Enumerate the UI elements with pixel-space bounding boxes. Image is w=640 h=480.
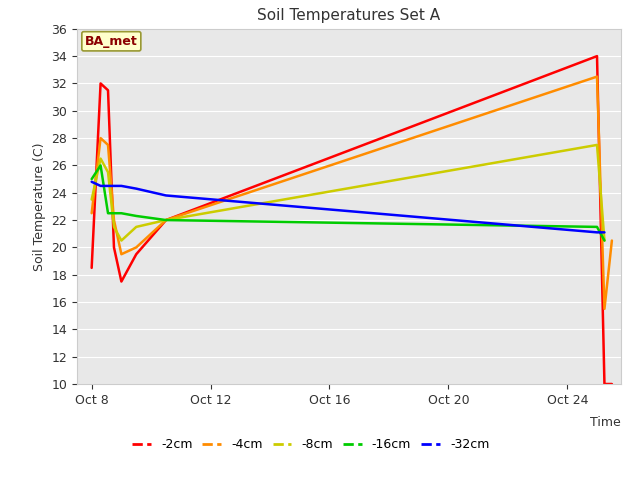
Text: Time: Time	[590, 416, 621, 429]
Title: Soil Temperatures Set A: Soil Temperatures Set A	[257, 9, 440, 24]
Y-axis label: Soil Temperature (C): Soil Temperature (C)	[33, 142, 45, 271]
Legend: -2cm, -4cm, -8cm, -16cm, -32cm: -2cm, -4cm, -8cm, -16cm, -32cm	[127, 433, 494, 456]
Text: BA_met: BA_met	[85, 35, 138, 48]
